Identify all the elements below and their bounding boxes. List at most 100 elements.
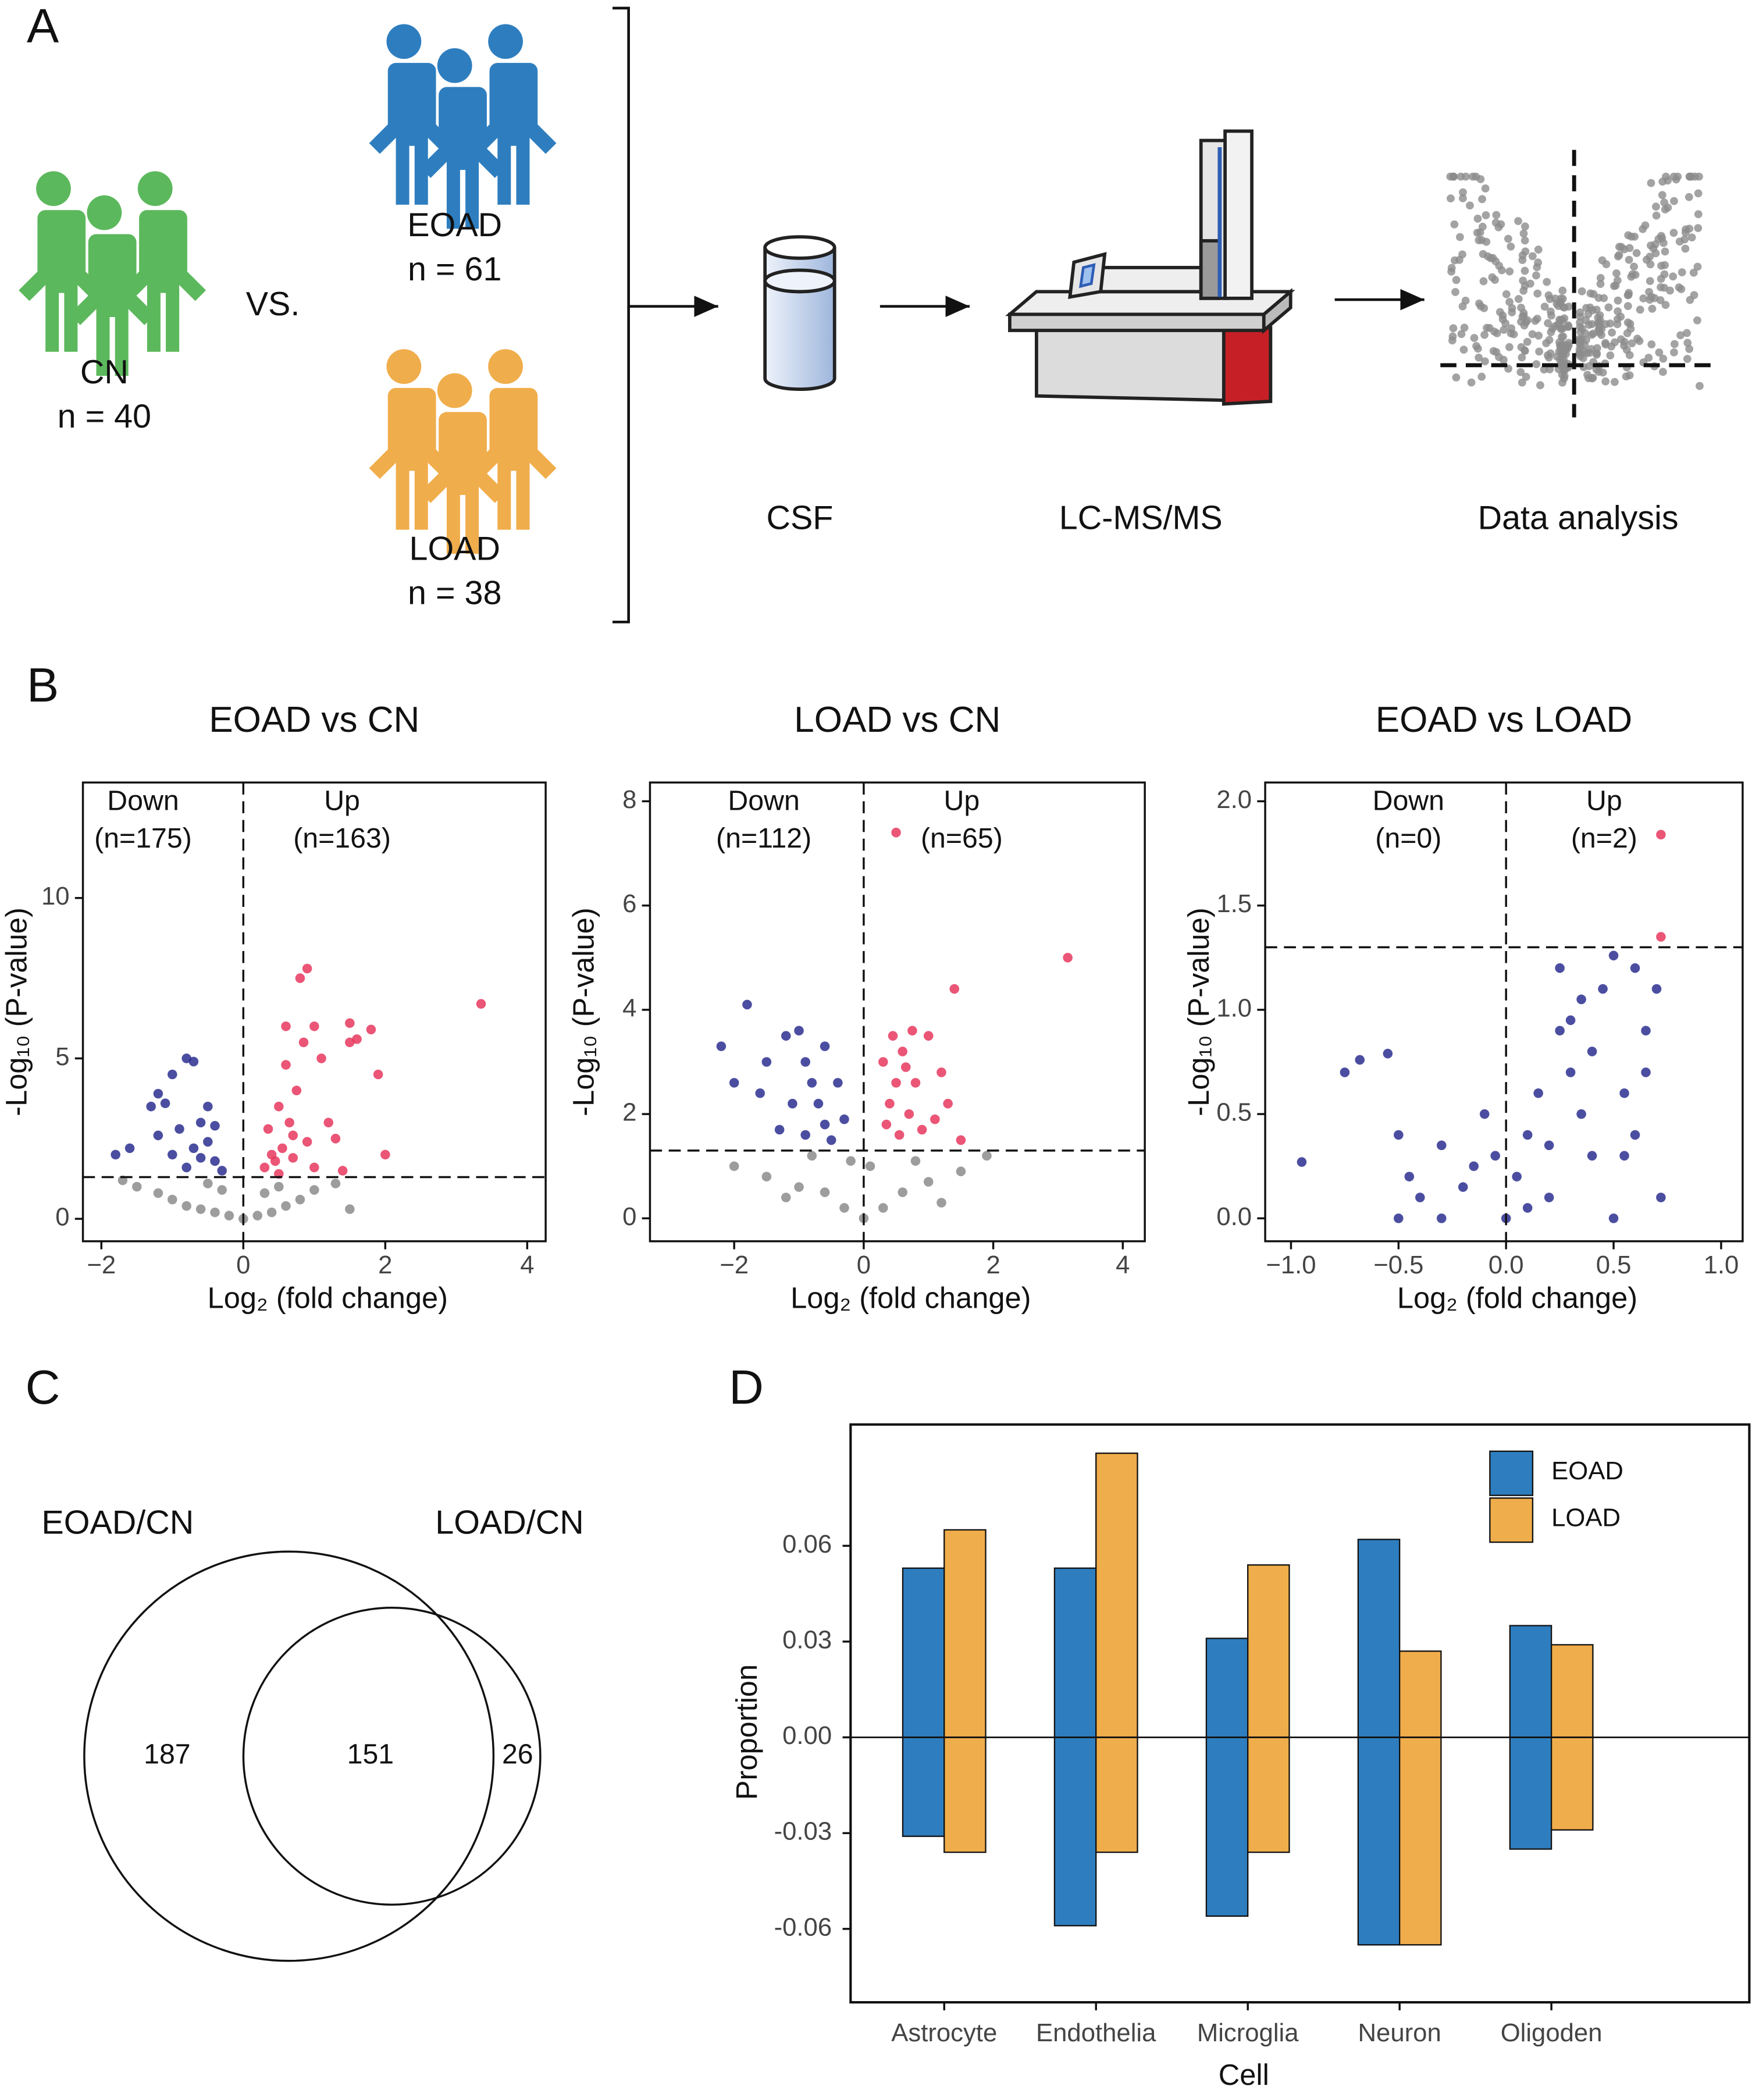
- annotation: Up: [324, 785, 360, 816]
- shape: [1470, 334, 1479, 342]
- shape: [1657, 283, 1665, 291]
- shape: [1639, 294, 1648, 302]
- shape: [1557, 325, 1565, 333]
- shape: [1636, 305, 1644, 314]
- point: [476, 999, 486, 1009]
- shape: [1669, 272, 1678, 281]
- point: [352, 1034, 362, 1044]
- shape: [1583, 349, 1591, 357]
- point: [1576, 994, 1586, 1005]
- shape: [1652, 211, 1661, 220]
- shape: [1641, 221, 1650, 230]
- point: [1522, 1130, 1533, 1140]
- shape: [1472, 342, 1480, 350]
- shape: [1601, 377, 1610, 386]
- point: [345, 1018, 355, 1028]
- shape: [1542, 339, 1551, 347]
- shape: [1262, 288, 1292, 334]
- x-tick-label: 1.0: [1704, 1251, 1739, 1279]
- shape: [1585, 362, 1593, 371]
- x-tick-label: 0: [236, 1251, 250, 1279]
- x-tick-label: −2: [720, 1251, 749, 1279]
- point: [302, 1137, 312, 1147]
- shape: [1685, 345, 1694, 353]
- point: [309, 1021, 319, 1031]
- shape: [1654, 234, 1663, 243]
- step-label: CSF: [766, 500, 833, 537]
- shape: [1559, 374, 1568, 383]
- shape: [1452, 276, 1461, 284]
- shape: [1476, 228, 1484, 237]
- shape: [1655, 348, 1664, 357]
- shape: [1614, 307, 1622, 316]
- shape: [1451, 256, 1459, 265]
- point: [132, 1181, 142, 1192]
- shape: [1495, 353, 1503, 361]
- point: [813, 1098, 824, 1109]
- shape: [1560, 303, 1569, 312]
- shape: [1447, 194, 1455, 202]
- shape: [1696, 382, 1704, 390]
- shape: [1690, 172, 1699, 181]
- shape: [1505, 267, 1514, 276]
- point: [1630, 963, 1640, 973]
- shape: [1661, 301, 1670, 309]
- annotation: Up: [944, 785, 980, 816]
- annotation: Up: [1586, 785, 1622, 816]
- shape: [1659, 354, 1668, 363]
- y-tick-label: -0.03: [774, 1817, 832, 1846]
- shape: [1478, 195, 1486, 204]
- shape: [1600, 294, 1608, 302]
- point: [865, 1161, 875, 1172]
- shape: [1623, 291, 1632, 300]
- point: [181, 1201, 191, 1211]
- point: [252, 1211, 262, 1220]
- venn-circle: [242, 1607, 542, 1906]
- shape: [763, 268, 836, 294]
- group-label: CN: [80, 354, 129, 391]
- point: [277, 1143, 287, 1154]
- y-tick-label: 10: [41, 882, 70, 910]
- x-tick-label: −1.0: [1266, 1251, 1316, 1279]
- point: [188, 1056, 199, 1067]
- shape: [1678, 268, 1686, 277]
- shape: [1617, 243, 1626, 251]
- x-tick-label: 0.0: [1489, 1251, 1524, 1279]
- shape: [1199, 239, 1222, 300]
- y-tick-label: 4: [622, 994, 636, 1022]
- point: [910, 1156, 921, 1166]
- point: [936, 1067, 946, 1077]
- point: [291, 1085, 302, 1095]
- shape: [1564, 322, 1573, 331]
- point: [195, 1153, 206, 1163]
- shape: [1518, 353, 1526, 362]
- y-tick-label: 0.00: [782, 1721, 832, 1750]
- point: [1641, 1067, 1651, 1077]
- shape: [763, 235, 836, 260]
- point: [288, 1130, 298, 1141]
- shape: [1656, 296, 1665, 304]
- point: [794, 1182, 804, 1192]
- group-size: n = 40: [58, 398, 151, 435]
- point: [309, 1162, 319, 1173]
- point: [930, 1114, 940, 1124]
- point: [210, 1156, 220, 1166]
- bar-chart: -0.06 -0.03 0.00 0.03 0.06 Astrocyte Endotheli…: [730, 1423, 1751, 2091]
- shape: [1646, 296, 1654, 304]
- shape: [1593, 344, 1601, 353]
- shape: [1546, 295, 1554, 303]
- shape: [1602, 260, 1611, 269]
- shape: [1658, 368, 1667, 376]
- shape: [1560, 364, 1568, 372]
- plot-frame: [1264, 781, 1744, 1243]
- shape: [1497, 266, 1506, 275]
- shape: [1459, 188, 1467, 197]
- annotation: (n=163): [293, 823, 391, 854]
- legend-label: LOAD: [1551, 1504, 1621, 1532]
- shape: [1448, 332, 1457, 341]
- shape: [1494, 223, 1503, 232]
- point: [1436, 1213, 1447, 1223]
- shape: [1661, 247, 1669, 256]
- point: [1641, 1026, 1651, 1036]
- shape: [1592, 350, 1601, 359]
